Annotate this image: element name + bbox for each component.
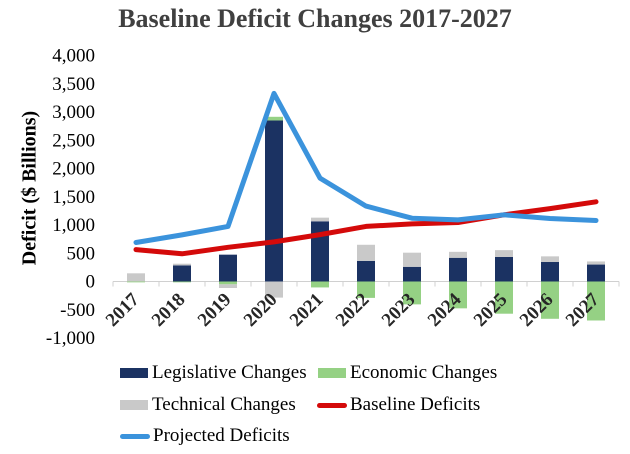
bar-legislative-2022 xyxy=(357,260,375,282)
bar-legislative-2024 xyxy=(449,257,467,282)
bar-legislative-2020 xyxy=(265,120,283,282)
bar-legislative-2021 xyxy=(311,221,329,282)
y-tick-label: 500 xyxy=(67,243,96,264)
y-tick-label: 0 xyxy=(86,272,96,293)
chart-title: Baseline Deficit Changes 2017-2027 xyxy=(118,4,512,33)
bar-economic-2024 xyxy=(449,281,467,309)
bar-economic-2021 xyxy=(311,281,329,288)
x-tick-label: 2021 xyxy=(286,289,328,331)
bar-economic-2026 xyxy=(541,281,559,319)
bar-economic-2020 xyxy=(265,116,283,121)
legend-swatch-projected xyxy=(120,433,150,439)
bar-legislative-2018 xyxy=(173,265,191,282)
bar-technical-2020 xyxy=(265,281,283,298)
bar-technical-2018 xyxy=(173,263,191,266)
bar-technical-2023 xyxy=(403,252,421,267)
bar-legislative-2025 xyxy=(495,256,513,282)
y-tick-label: 3,000 xyxy=(52,102,95,123)
bar-technical-2022 xyxy=(357,244,375,261)
legend-swatch-technical xyxy=(120,400,148,410)
y-tick-label: 3,500 xyxy=(52,74,95,95)
bar-legislative-2023 xyxy=(403,266,421,282)
legend-label-legislative: Legislative Changes xyxy=(152,362,307,383)
y-tick-label: 4,000 xyxy=(52,46,95,67)
y-tick-label: 1,000 xyxy=(52,215,95,236)
x-tick-label: 2017 xyxy=(102,289,144,331)
x-tick-label: 2019 xyxy=(194,289,236,331)
bar-economic-2019 xyxy=(219,281,237,285)
bar-economic-2025 xyxy=(495,281,513,314)
legend-label-baseline: Baseline Deficits xyxy=(350,394,481,415)
bar-economic-2017 xyxy=(127,281,145,283)
x-tick-label: 2018 xyxy=(148,289,190,331)
legend-label-projected: Projected Deficits xyxy=(153,425,290,446)
y-tick-label: 2,000 xyxy=(52,159,95,180)
legend-item-projected: Projected Deficits xyxy=(120,424,290,448)
line-projected-deficits xyxy=(133,90,599,245)
bar-legislative-2027 xyxy=(587,264,605,282)
bar-economic-2018 xyxy=(173,281,191,283)
bar-technical-2025 xyxy=(495,250,513,257)
legend-swatch-economic xyxy=(318,368,346,378)
y-tick-label: 2,500 xyxy=(52,130,95,151)
legend-item-baseline: Baseline Deficits xyxy=(317,393,480,417)
legend: Legislative Changes Economic Changes Tec… xyxy=(120,360,540,450)
legend-item-economic: Economic Changes xyxy=(318,361,497,385)
bar-technical-2026 xyxy=(541,256,559,263)
bar-technical-2027 xyxy=(587,261,605,265)
bar-economic-2027 xyxy=(587,281,605,321)
bar-legislative-2019 xyxy=(219,254,237,282)
y-tick-label: -500 xyxy=(60,300,95,321)
y-tick-label: -1,000 xyxy=(46,328,95,349)
bar-technical-2017 xyxy=(127,273,145,282)
bar-technical-2019 xyxy=(219,284,237,288)
bar-legislative-2026 xyxy=(541,262,559,282)
bar-technical-2024 xyxy=(449,251,467,258)
bar-technical-2021 xyxy=(311,217,329,222)
legend-label-economic: Economic Changes xyxy=(350,362,498,383)
bar-economic-2022 xyxy=(357,281,375,298)
legend-item-technical: Technical Changes xyxy=(120,393,296,417)
y-tick-label: 1,500 xyxy=(52,187,95,208)
legend-item-legislative: Legislative Changes xyxy=(120,361,307,385)
bar-economic-2023 xyxy=(403,281,421,305)
legend-label-technical: Technical Changes xyxy=(152,394,296,415)
legend-swatch-legislative xyxy=(120,368,148,378)
legend-swatch-baseline xyxy=(317,402,347,408)
